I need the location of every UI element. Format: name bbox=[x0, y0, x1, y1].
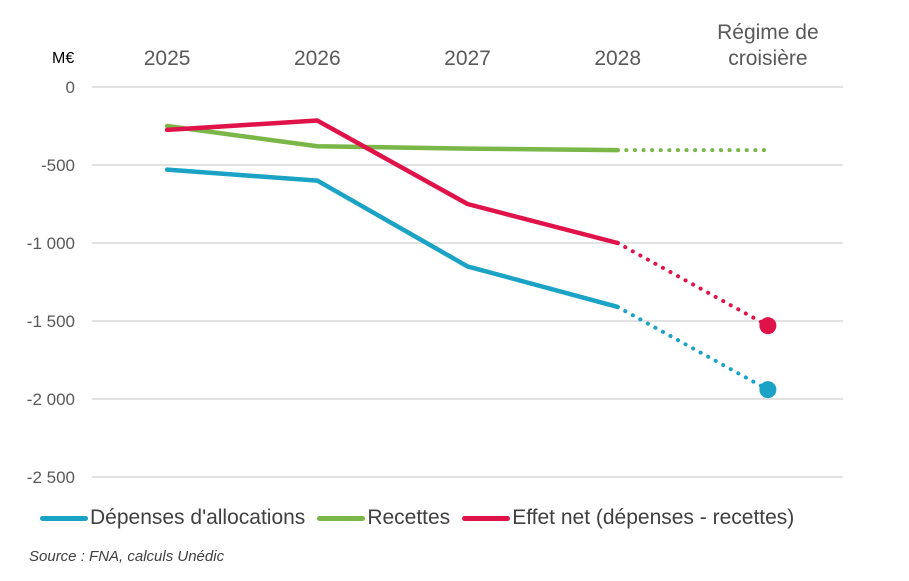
legend-swatch bbox=[317, 515, 366, 521]
legend-item: Recettes bbox=[317, 506, 450, 530]
legend-swatch bbox=[40, 515, 88, 521]
series-line-solid bbox=[164, 123, 620, 153]
y-tick-label: 0 bbox=[66, 78, 75, 97]
series-line-projection bbox=[615, 241, 770, 328]
y-tick-label: -2 500 bbox=[27, 468, 75, 487]
legend-label: Dépenses d'allocations bbox=[90, 506, 306, 529]
gridlines bbox=[92, 86, 843, 478]
series-line-projection bbox=[615, 304, 770, 392]
legend-label: Recettes bbox=[367, 506, 451, 529]
y-tick-label: -500 bbox=[41, 156, 75, 175]
x-category-label: 2028 bbox=[594, 47, 641, 70]
source-note: Source : FNA, calculs Unédic bbox=[29, 548, 225, 565]
y-axis-ticks: 0 -500 -1 000 -1 500 -2 000 -2 500 bbox=[27, 78, 75, 487]
y-tick-label: -1 000 bbox=[27, 234, 75, 253]
series-line-solid bbox=[164, 167, 620, 310]
y-tick-label: -2 000 bbox=[27, 390, 75, 409]
line-chart: 0-500-1 000-1 500-2 000-2 500 2025 2026 20… bbox=[27, 21, 843, 487]
x-category-label: 2026 bbox=[294, 47, 341, 70]
series-effet-net-depenses-recettes bbox=[164, 118, 777, 335]
series-line-solid bbox=[164, 118, 620, 246]
legend-swatch bbox=[462, 515, 511, 521]
end-point-marker bbox=[759, 381, 777, 399]
x-category-label: Régime de croisière bbox=[717, 21, 819, 70]
legend-label: Effet net (dépenses - recettes) bbox=[512, 506, 795, 529]
series-depenses-d-allocations bbox=[164, 167, 777, 399]
y-axis-unit-label: M€ bbox=[52, 50, 74, 67]
y-tick-label: -1 500 bbox=[27, 312, 75, 331]
legend: Dépenses d'allocations Recettes Effet net … bbox=[40, 506, 806, 530]
legend-item: Effet net (dépenses - recettes) bbox=[462, 506, 794, 530]
x-axis-categories: 2025 2026 2027 2028 Régime de croisière bbox=[144, 21, 819, 70]
x-category-label: 2025 bbox=[144, 47, 191, 70]
x-category-label: 2027 bbox=[444, 47, 491, 70]
series-lines bbox=[164, 118, 777, 399]
legend-item: Dépenses d'allocations bbox=[40, 506, 305, 530]
end-point-marker bbox=[759, 317, 777, 335]
series-recettes bbox=[164, 123, 770, 153]
